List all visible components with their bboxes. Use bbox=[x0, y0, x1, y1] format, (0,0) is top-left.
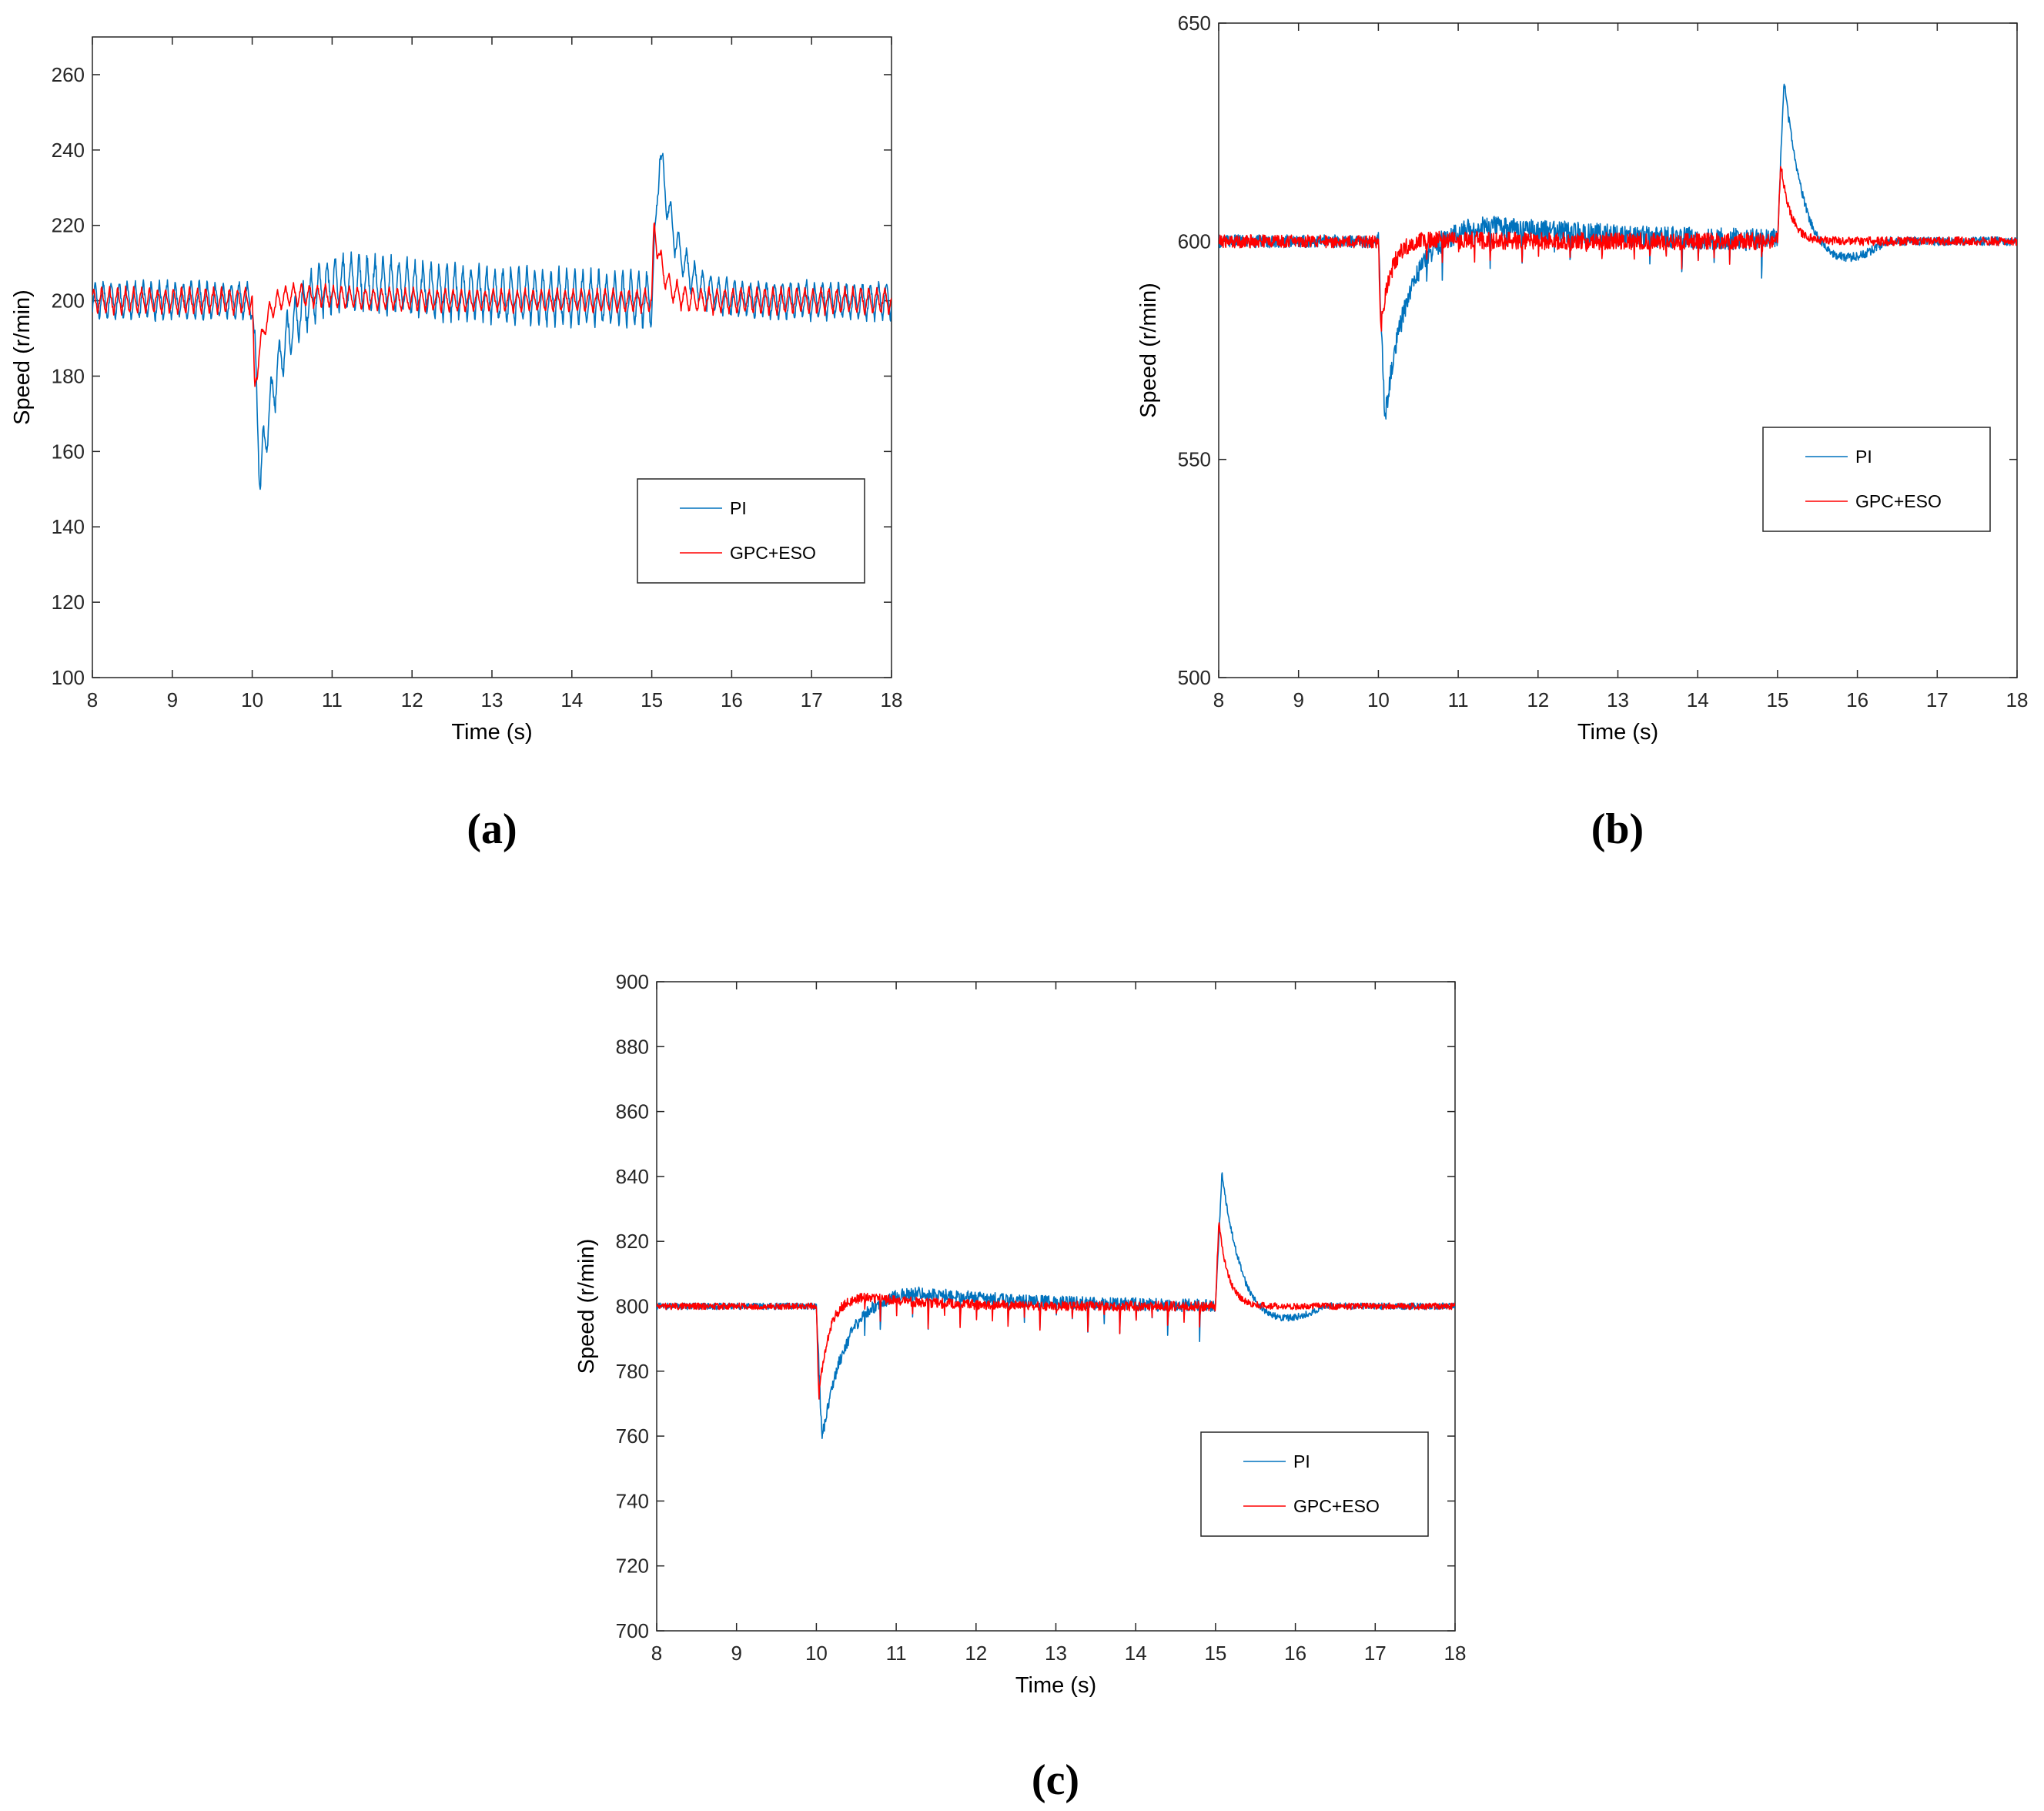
x-tick-label: 8 bbox=[87, 688, 98, 711]
x-tick-label: 8 bbox=[651, 1642, 662, 1665]
series-line-gpc-eso bbox=[657, 1222, 1455, 1400]
x-tick-label: 17 bbox=[1926, 688, 1949, 711]
legend-label: GPC+ESO bbox=[1855, 491, 1942, 511]
legend-box bbox=[1762, 427, 1991, 532]
x-tick-label: 11 bbox=[322, 688, 343, 711]
x-tick-label: 15 bbox=[1204, 1642, 1226, 1665]
y-tick-label: 880 bbox=[616, 1035, 649, 1058]
panel-caption: (c) bbox=[1032, 1756, 1079, 1804]
x-tick-label: 18 bbox=[1444, 1642, 1467, 1665]
x-tick-label: 10 bbox=[805, 1642, 828, 1665]
x-tick-label: 15 bbox=[641, 688, 663, 711]
y-tick-label: 500 bbox=[1178, 666, 1211, 689]
y-tick-label: 740 bbox=[616, 1489, 649, 1512]
x-tick-label: 10 bbox=[241, 688, 263, 711]
x-tick-label: 17 bbox=[801, 688, 823, 711]
plot-area bbox=[1218, 22, 2018, 678]
y-tick-label: 160 bbox=[52, 440, 85, 463]
legend: PI GPC+ESO bbox=[1200, 1431, 1429, 1537]
series-line-gpc-eso bbox=[1219, 166, 2017, 332]
series-line-gpc-eso bbox=[92, 222, 892, 387]
x-tick-label: 11 bbox=[1448, 688, 1469, 711]
y-tick-label: 650 bbox=[1178, 12, 1211, 35]
legend-label: GPC+ESO bbox=[1293, 1496, 1380, 1516]
series-line-pi bbox=[92, 152, 892, 490]
x-tick-label: 12 bbox=[965, 1642, 987, 1665]
x-tick-label: 16 bbox=[1846, 688, 1868, 711]
y-tick-label: 240 bbox=[52, 139, 85, 162]
x-tick-label: 13 bbox=[1045, 1642, 1067, 1665]
y-tick-label: 900 bbox=[616, 970, 649, 993]
y-tick-label: 760 bbox=[616, 1424, 649, 1448]
y-tick-label: 720 bbox=[616, 1555, 649, 1578]
y-tick-label: 200 bbox=[52, 290, 85, 313]
x-tick-label: 10 bbox=[1367, 688, 1390, 711]
x-tick-label: 12 bbox=[1527, 688, 1549, 711]
chart-panel-a: 8 9 10 11 12 13 14 15 16 17 18 100 120 140 160 180 200 22… bbox=[10, 36, 903, 853]
y-tick-label: 100 bbox=[52, 666, 85, 689]
y-tick-label: 820 bbox=[616, 1230, 649, 1253]
x-tick-label: 14 bbox=[1125, 1642, 1147, 1665]
y-tick-label: 860 bbox=[616, 1100, 649, 1123]
x-tick-label: 13 bbox=[481, 688, 503, 711]
legend-label: GPC+ESO bbox=[730, 543, 816, 563]
x-tick-label: 18 bbox=[881, 688, 903, 711]
legend-label: PI bbox=[730, 498, 747, 518]
x-tick-label: 16 bbox=[721, 688, 743, 711]
y-tick-label: 800 bbox=[616, 1295, 649, 1318]
x-tick-label: 18 bbox=[2006, 688, 2029, 711]
x-tick-label: 9 bbox=[731, 1642, 741, 1665]
legend-box bbox=[1200, 1431, 1429, 1537]
chart-panel-b: 8 9 10 11 12 13 14 15 16 17 18 500 550 600 650 Time (s)… bbox=[1136, 12, 2028, 853]
legend-label: PI bbox=[1293, 1451, 1310, 1471]
y-tick-label: 840 bbox=[616, 1165, 649, 1188]
x-axis-label: Time (s) bbox=[1015, 1673, 1096, 1698]
chart-panel-c: 8 9 10 11 12 13 14 15 16 17 18 700 720 740 760 780 800 82… bbox=[574, 970, 1466, 1804]
y-tick-label: 780 bbox=[616, 1360, 649, 1383]
x-tick-label: 14 bbox=[1687, 688, 1709, 711]
legend-box bbox=[637, 478, 865, 584]
y-tick-label: 700 bbox=[616, 1619, 649, 1642]
y-tick-label: 180 bbox=[52, 364, 85, 387]
legend: PI GPC+ESO bbox=[637, 478, 865, 584]
x-tick-label: 13 bbox=[1607, 688, 1629, 711]
y-tick-label: 220 bbox=[52, 214, 85, 237]
y-tick-label: 120 bbox=[52, 591, 85, 614]
y-axis-label: Speed (r/min) bbox=[1136, 283, 1161, 418]
x-tick-label: 14 bbox=[560, 688, 583, 711]
y-tick-label: 600 bbox=[1178, 229, 1211, 253]
x-axis-label: Time (s) bbox=[1577, 720, 1658, 745]
legend-label: PI bbox=[1855, 447, 1872, 467]
y-axis-label: Speed (r/min) bbox=[574, 1239, 599, 1374]
legend: PI GPC+ESO bbox=[1762, 427, 1991, 532]
x-tick-label: 15 bbox=[1766, 688, 1788, 711]
x-tick-label: 11 bbox=[886, 1642, 907, 1665]
panel-caption: (b) bbox=[1591, 805, 1644, 853]
y-axis-label: Speed (r/min) bbox=[10, 290, 35, 425]
y-tick-label: 550 bbox=[1178, 448, 1211, 471]
x-tick-label: 12 bbox=[401, 688, 423, 711]
x-tick-label: 16 bbox=[1284, 1642, 1306, 1665]
y-tick-label: 140 bbox=[52, 515, 85, 538]
x-tick-label: 8 bbox=[1213, 688, 1224, 711]
panel-caption: (a) bbox=[467, 805, 517, 853]
x-axis-label: Time (s) bbox=[451, 720, 532, 745]
y-tick-label: 260 bbox=[52, 63, 85, 86]
x-tick-label: 9 bbox=[1293, 688, 1303, 711]
x-tick-label: 17 bbox=[1364, 1642, 1387, 1665]
x-tick-label: 9 bbox=[167, 688, 178, 711]
